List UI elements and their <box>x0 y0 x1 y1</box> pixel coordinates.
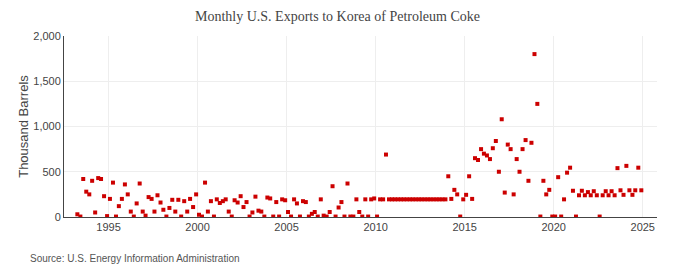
svg-text:0: 0 <box>55 211 61 223</box>
svg-text:1,000: 1,000 <box>33 120 61 132</box>
svg-text:2025: 2025 <box>631 221 655 233</box>
svg-text:Source: U.S. Energy Informatio: Source: U.S. Energy Information Administ… <box>30 253 240 264</box>
svg-text:2015: 2015 <box>452 221 476 233</box>
svg-text:2005: 2005 <box>274 221 298 233</box>
svg-text:500: 500 <box>42 166 60 178</box>
svg-text:Monthly U.S. Exports to Korea: Monthly U.S. Exports to Korea of Petrole… <box>195 9 480 24</box>
svg-text:2000: 2000 <box>185 221 209 233</box>
svg-text:Thousand Barrels: Thousand Barrels <box>16 75 31 178</box>
svg-text:2010: 2010 <box>363 221 387 233</box>
svg-text:1995: 1995 <box>96 221 120 233</box>
svg-text:2020: 2020 <box>541 221 565 233</box>
svg-text:1,500: 1,500 <box>33 75 61 87</box>
svg-text:2,000: 2,000 <box>33 30 61 42</box>
